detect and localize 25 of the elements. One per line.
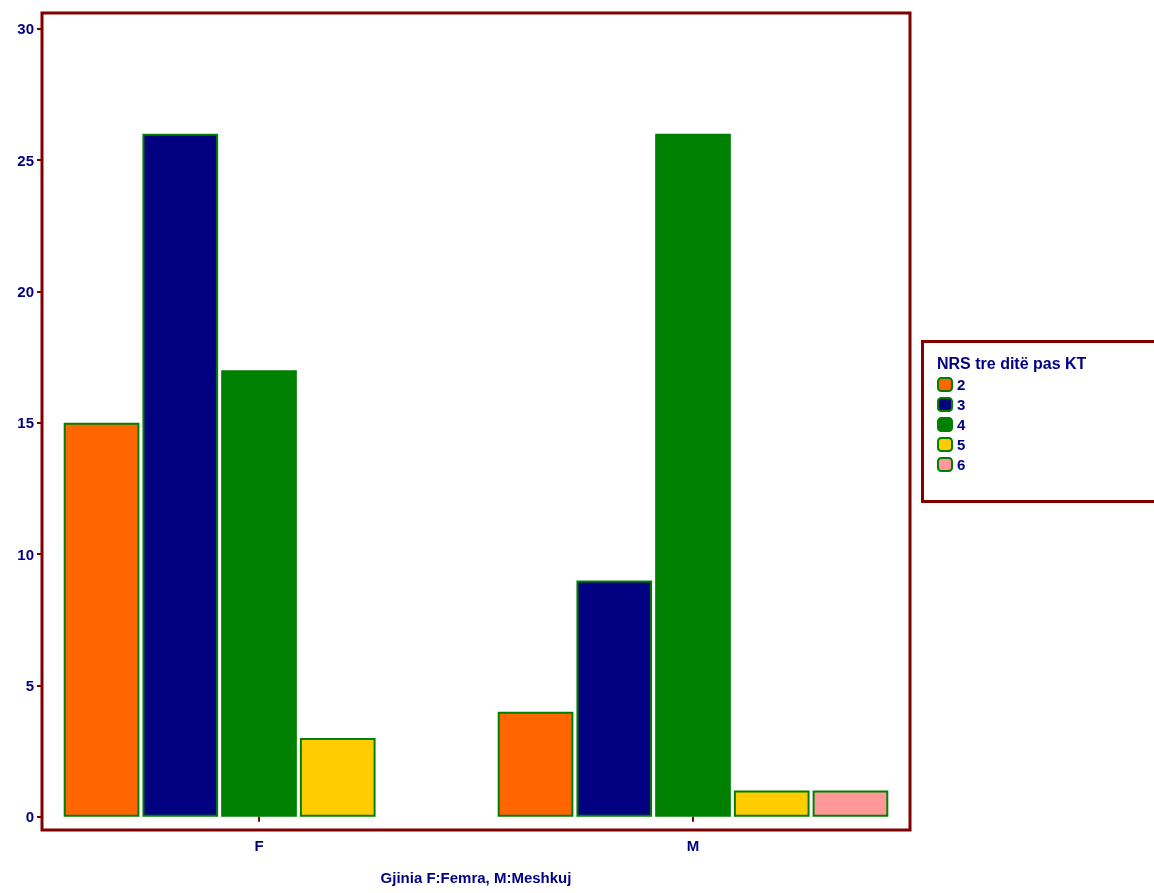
legend-label: 6 [957, 456, 966, 473]
legend-label: 4 [957, 416, 966, 433]
y-tick-label: 10 [17, 545, 34, 563]
y-tick-label: 25 [17, 151, 34, 169]
x-tick-label: M [686, 837, 700, 854]
bar [576, 580, 653, 817]
bar [497, 711, 574, 817]
bar [63, 422, 140, 817]
y-tick-label: 30 [17, 20, 34, 38]
bar [812, 790, 889, 817]
y-tick-label: 20 [17, 282, 34, 300]
legend-label: 3 [957, 396, 966, 413]
legend-title: NRS tre ditë pas KT [937, 354, 1087, 372]
y-tick-label: 15 [17, 414, 34, 432]
bar [733, 790, 810, 817]
bar [221, 370, 297, 817]
legend-label: 5 [957, 436, 966, 453]
legend-label: 2 [957, 376, 966, 393]
x-axis-title: Gjinia F:Femra, M:Meshkuj [380, 869, 572, 886]
y-tick-label: 5 [25, 677, 34, 695]
y-tick-label: 0 [25, 808, 34, 826]
bar [299, 738, 376, 817]
bar [655, 133, 731, 817]
bar [142, 133, 219, 817]
x-tick-label: F [254, 837, 264, 854]
